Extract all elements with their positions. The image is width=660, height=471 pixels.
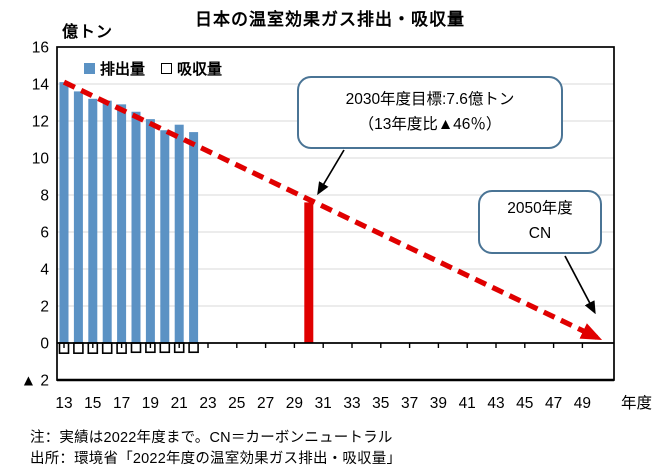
svg-text:▲ 2: ▲ 2 xyxy=(21,373,49,390)
y-tick-labels: 16 14 12 10 8 6 4 2 0 ▲ 2 xyxy=(21,40,50,390)
absorption-bars xyxy=(58,342,199,354)
annotation-2030-line2: （13年度比▲46％） xyxy=(358,115,502,133)
emission-bar xyxy=(174,124,184,343)
target-bar-2030 xyxy=(304,202,314,343)
legend-item-absorption: 吸収量 xyxy=(161,58,222,79)
absorption-bar xyxy=(130,342,142,354)
annotation-2030-line1: 2030年度目標:7.6億トン xyxy=(345,90,515,108)
svg-text:16: 16 xyxy=(32,40,49,57)
absorption-bar xyxy=(101,342,113,354)
annotation-2030-target: 2030年度目標:7.6億トン （13年度比▲46％） xyxy=(297,76,563,149)
svg-text:17: 17 xyxy=(113,395,130,412)
svg-text:8: 8 xyxy=(40,188,49,205)
absorption-bar xyxy=(73,342,84,354)
absorption-bar xyxy=(188,342,199,354)
svg-text:35: 35 xyxy=(372,395,389,412)
annotation-2050-cn: 2050年度 CN xyxy=(478,190,602,254)
svg-text:19: 19 xyxy=(142,395,159,412)
svg-text:31: 31 xyxy=(315,395,332,412)
x-axis-suffix-label: 年度 xyxy=(621,394,652,412)
note-line: 注：実績は2022年度まで。CN＝カーボンニュートラル xyxy=(30,430,393,446)
svg-text:33: 33 xyxy=(343,395,360,412)
svg-text:13: 13 xyxy=(55,395,72,412)
svg-text:0: 0 xyxy=(40,336,49,353)
legend-item-emissions: 排出量 xyxy=(84,58,145,79)
emission-bar xyxy=(117,104,127,343)
svg-text:21: 21 xyxy=(171,395,188,412)
svg-text:23: 23 xyxy=(199,395,216,412)
emission-bars xyxy=(59,82,199,344)
source-line: 出所：環境省「2022年度の温室効果ガス排出・吸収量」 xyxy=(30,451,402,467)
x-tick-labels: 13 15 17 19 21 23 25 27 29 31 33 35 37 39 41 43 45 47 49 年度 xyxy=(55,394,652,412)
legend-label-emissions: 排出量 xyxy=(100,61,146,78)
legend-label-absorption: 吸収量 xyxy=(177,61,223,78)
svg-text:45: 45 xyxy=(516,395,533,412)
svg-text:25: 25 xyxy=(228,395,245,412)
svg-text:49: 49 xyxy=(574,395,591,412)
svg-text:14: 14 xyxy=(32,77,50,94)
annotation-2050-line2: CN xyxy=(528,225,552,242)
callout-arrow-2030 xyxy=(317,149,345,196)
emission-bar xyxy=(189,132,199,343)
svg-text:10: 10 xyxy=(32,151,50,168)
svg-text:12: 12 xyxy=(32,114,49,131)
svg-text:43: 43 xyxy=(487,395,504,412)
svg-text:29: 29 xyxy=(286,395,303,412)
svg-text:4: 4 xyxy=(40,262,49,279)
y-axis-unit-label: 億トン xyxy=(62,24,114,41)
emission-bar xyxy=(145,119,155,344)
emissions-swatch-icon xyxy=(84,63,95,74)
emission-bar xyxy=(59,82,69,344)
emission-bar xyxy=(131,111,141,343)
svg-text:6: 6 xyxy=(40,225,49,242)
reduction-path-line xyxy=(62,79,603,340)
emission-bar xyxy=(88,98,98,343)
svg-text:39: 39 xyxy=(430,395,447,412)
annotation-2050-line1: 2050年度 xyxy=(507,200,573,218)
svg-text:47: 47 xyxy=(545,395,562,412)
emission-bar xyxy=(102,100,112,344)
absorption-bar xyxy=(159,342,171,354)
emission-bar xyxy=(73,91,83,344)
legend: 排出量 吸収量 xyxy=(84,58,222,79)
svg-text:37: 37 xyxy=(401,395,418,412)
emission-bar xyxy=(160,130,170,343)
chart-title: 日本の温室効果ガス排出・吸収量 xyxy=(195,10,465,29)
svg-text:15: 15 xyxy=(84,395,101,412)
svg-text:27: 27 xyxy=(257,395,274,412)
callout-arrow-2050 xyxy=(564,255,596,315)
x-axis xyxy=(57,342,614,348)
svg-text:2: 2 xyxy=(40,299,49,316)
svg-text:41: 41 xyxy=(459,395,476,412)
absorption-swatch-icon xyxy=(161,63,173,74)
